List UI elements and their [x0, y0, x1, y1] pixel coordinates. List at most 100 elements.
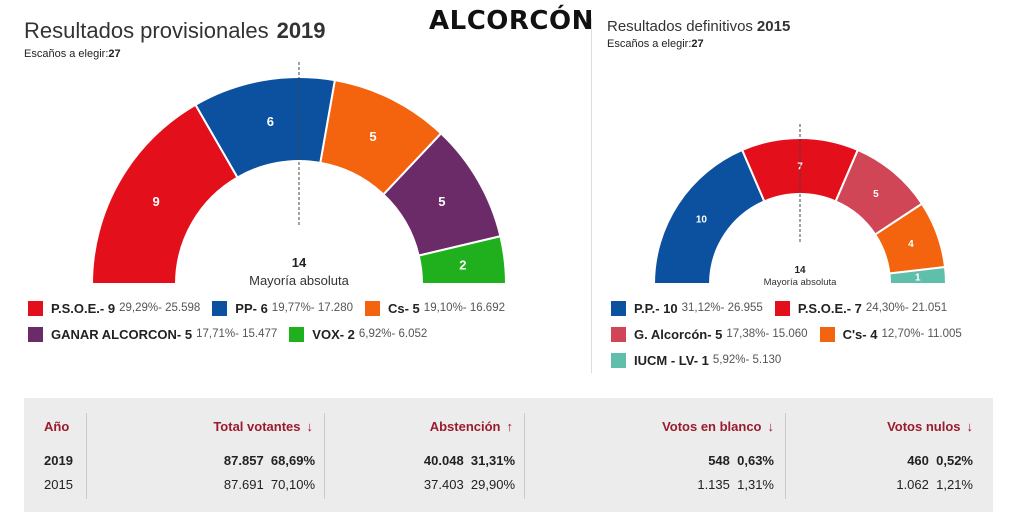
- color-swatch: [212, 300, 228, 316]
- legend-party-stat: 12,70%- 11.005: [881, 328, 962, 340]
- row-2015-blank-pct: 1,31%: [737, 477, 774, 492]
- seat-segment-1-0[interactable]: [652, 148, 766, 285]
- section-divider: [591, 18, 592, 373]
- color-swatch: [774, 300, 790, 316]
- majority-label-2019: Mayoría absoluta: [249, 273, 349, 288]
- seat-segment-1-4[interactable]: [888, 265, 948, 285]
- row-2015-abstention: 37.403 29,90%: [424, 477, 515, 492]
- arrow-down-icon: ↓: [306, 419, 314, 434]
- row-2019-null-value: 460: [907, 453, 929, 468]
- seat-count-label-1-4: 1: [915, 273, 921, 284]
- legend-2019-item[interactable]: GANAR ALCORCON- 5 17,71%- 15.477: [28, 325, 277, 343]
- row-2019-voters-pct: 68,69%: [270, 453, 315, 468]
- arrow-down-icon: ↓: [966, 419, 974, 434]
- row-2019-blank-value: 548: [708, 453, 730, 468]
- row-2019-blank: 548 0,63%: [708, 453, 774, 468]
- header-abstention[interactable]: Abstención ↑: [430, 419, 513, 434]
- legend-party-name: IUCM - LV- 1: [634, 352, 709, 368]
- row-2015-blank: 1.135 1,31%: [697, 477, 774, 492]
- color-swatch: [365, 300, 380, 316]
- title-2015: Resultados definitivos 2015: [607, 18, 790, 35]
- row-2015-blank-value: 1.135: [697, 477, 730, 492]
- legend-2019-item[interactable]: P.S.O.E.- 9 29,29%- 25.598: [28, 299, 200, 317]
- color-swatch: [819, 326, 835, 342]
- seat-segment-0-0[interactable]: [90, 103, 239, 285]
- row-2015-null-value: 1.062: [896, 477, 929, 492]
- seats-2019: Escaños a elegir:27: [24, 48, 121, 60]
- row-2019-abstention: 40.048 31,31%: [424, 453, 515, 468]
- majority-value-2015: 14: [794, 265, 806, 276]
- row-2019-abst-pct: 31,31%: [470, 453, 515, 468]
- seat-segment-0-4[interactable]: [417, 235, 508, 285]
- seat-count-label-1-0: 10: [696, 215, 708, 226]
- legend-party-stat: 19,10%- 16.692: [423, 302, 505, 314]
- legend-party-name: C's- 4: [842, 326, 878, 342]
- legend-2015-item[interactable]: P.S.O.E.- 7 24,30%- 21.051: [774, 299, 948, 317]
- header-blank-label: Votos en blanco: [662, 419, 762, 434]
- city-name: ALCORCÓN: [429, 6, 594, 36]
- row-2015-null: 1.062 1,21%: [896, 477, 973, 492]
- legend-party-name: G. Alcorcón- 5: [634, 326, 723, 342]
- legend-party-stat: 31,12%- 26.955: [681, 302, 763, 314]
- color-swatch: [611, 300, 626, 316]
- row-2019-voters-value: 87.857: [223, 453, 264, 468]
- legend-party-name: Cs- 5: [388, 300, 420, 316]
- header-voters-label: Total votantes: [213, 419, 301, 434]
- majority-value-2019: 14: [292, 255, 307, 270]
- legend-2019-item[interactable]: PP- 6 19,77%- 17.280: [212, 299, 353, 317]
- legend-party-name: GANAR ALCORCON- 5: [51, 326, 193, 342]
- header-null-label: Votos nulos: [887, 419, 961, 434]
- row-2015-abst-pct: 29,90%: [470, 477, 515, 492]
- header-abstention-label: Abstención: [429, 419, 501, 434]
- row-2019-voters: 87.857 68,69%: [224, 453, 315, 468]
- legend-2015-item[interactable]: C's- 4 12,70%- 11.005: [819, 325, 962, 343]
- col-separator: [524, 413, 525, 499]
- title-2019-year: 2019: [276, 18, 326, 43]
- legend-party-stat: 24,30%- 21.051: [865, 302, 948, 314]
- legend-party-stat: 6,92%- 6.052: [358, 328, 428, 340]
- legend-2019-item[interactable]: VOX- 2 6,92%- 6.052: [289, 325, 427, 343]
- row-2019-abst-value: 40.048: [423, 453, 464, 468]
- legend-party-stat: 5,92%- 5.130: [712, 354, 782, 366]
- header-blank[interactable]: Votos en blanco ↓: [662, 419, 774, 434]
- majority-label-2015: Mayoría absoluta: [764, 277, 838, 288]
- legend-party-stat: 29,29%- 25.598: [119, 302, 201, 314]
- seat-count-label-0-0: 9: [152, 194, 159, 209]
- legend-party-stat: 19,77%- 17.280: [271, 302, 353, 314]
- seat-count-label-0-1: 6: [267, 114, 274, 129]
- seats-2019-label: Escaños a elegir:: [24, 48, 109, 60]
- seats-2015: Escaños a elegir:27: [607, 38, 704, 50]
- row-2015-year: 2015: [44, 477, 73, 492]
- legend-party-name: VOX- 2: [312, 326, 355, 342]
- title-2015-text: Resultados definitivos: [607, 18, 753, 35]
- legend-party-name: P.S.O.E.- 7: [797, 300, 862, 316]
- color-swatch: [611, 352, 626, 368]
- seat-count-label-0-3: 5: [438, 194, 445, 209]
- legend-party-name: P.S.O.E.- 9: [51, 300, 116, 316]
- header-voters[interactable]: Total votantes ↓: [213, 419, 313, 434]
- legend-2019-item[interactable]: Cs- 5 19,10%- 16.692: [365, 299, 505, 317]
- seat-count-label-1-2: 5: [873, 189, 879, 200]
- row-2019-blank-pct: 0,63%: [737, 453, 774, 468]
- seat-count-label-1-3: 4: [908, 239, 914, 250]
- legend-2015-item[interactable]: P.P.- 10 31,12%- 26.955: [611, 299, 763, 317]
- legend-party-name: P.P.- 10: [634, 300, 678, 316]
- row-2019-null-pct: 0,52%: [936, 453, 973, 468]
- header-year: Año: [44, 419, 70, 434]
- header-null[interactable]: Votos nulos ↓: [887, 419, 973, 434]
- stats-table: Año Total votantes ↓ Abstención ↑ Votos en…: [24, 398, 993, 512]
- row-2015-voters: 87.691 70,10%: [224, 477, 315, 492]
- title-2019: Resultados provisionales 2019: [24, 18, 326, 44]
- row-2015-null-pct: 1,21%: [936, 477, 973, 492]
- legend-2019: P.S.O.E.- 9 29,29%- 25.598 PP- 6 19,77%- 17…: [28, 299, 568, 343]
- col-separator: [86, 413, 87, 499]
- col-separator: [324, 413, 325, 499]
- seats-2019-value: 27: [108, 48, 121, 60]
- seat-count-label-0-4: 2: [459, 257, 466, 272]
- title-2015-year: 2015: [756, 18, 791, 35]
- legend-2015: P.P.- 10 31,12%- 26.955 P.S.O.E.- 7 24,30%-…: [611, 299, 1011, 369]
- legend-2015-item[interactable]: IUCM - LV- 1 5,92%- 5.130: [611, 351, 781, 369]
- arrow-up-icon: ↑: [506, 419, 514, 434]
- legend-2015-item[interactable]: G. Alcorcón- 5 17,38%- 15.060: [611, 325, 808, 343]
- row-2015-voters-pct: 70,10%: [270, 477, 315, 492]
